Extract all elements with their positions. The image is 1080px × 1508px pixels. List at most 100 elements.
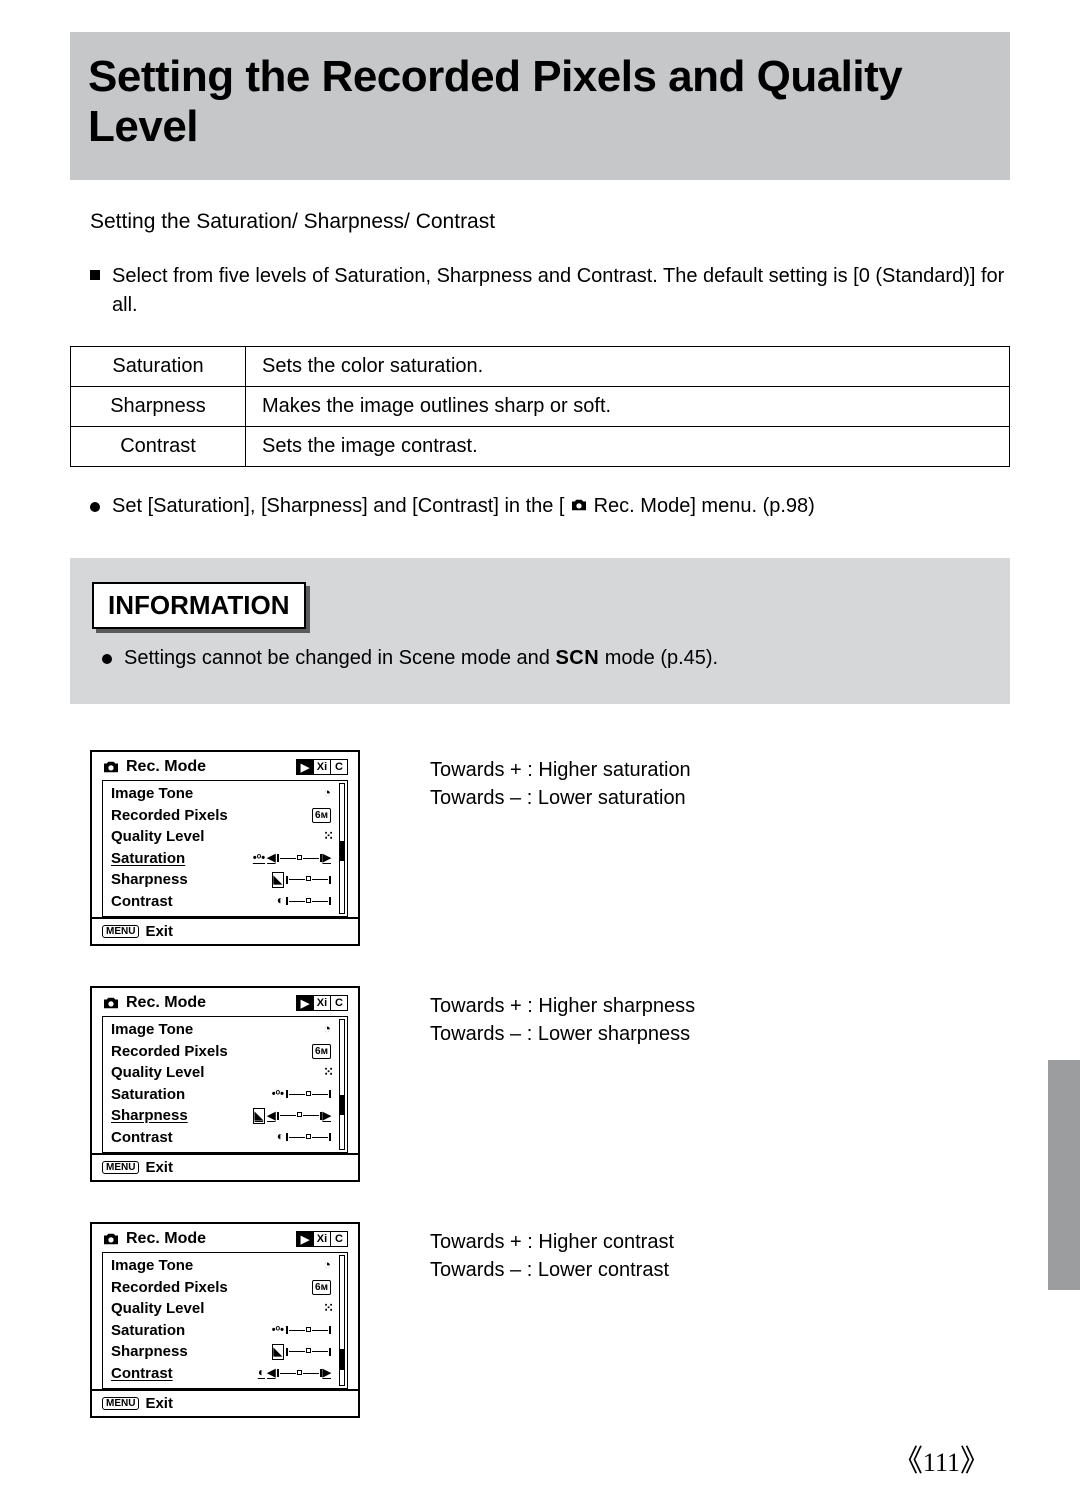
menu-item-label: Sharpness bbox=[111, 870, 188, 890]
menu-item-value: ◣ bbox=[272, 872, 331, 888]
exit-label: Exit bbox=[145, 1159, 173, 1176]
menu-item-label: Recorded Pixels bbox=[111, 1042, 228, 1062]
lcd-header: Rec. Mode bbox=[126, 1230, 206, 1248]
round-bullet-icon bbox=[90, 502, 100, 512]
screen-captions: Towards + : Higher contrastTowards – : L… bbox=[430, 1222, 674, 1284]
menu-item-value: •ᵒ• bbox=[272, 1323, 331, 1337]
menu-item-value: •ᵒ•◀▶ bbox=[253, 851, 331, 865]
camera-icon bbox=[102, 760, 120, 774]
menu-item: Image Tone ◔ bbox=[109, 1255, 341, 1277]
square-bullet-icon bbox=[90, 270, 100, 280]
instruction-line: Set [Saturation], [Sharpness] and [Contr… bbox=[90, 495, 1010, 518]
menu-badge: MENU bbox=[102, 1397, 139, 1410]
side-tab bbox=[1048, 1060, 1080, 1290]
menu-item-label: Quality Level bbox=[111, 1299, 204, 1319]
definition-label: Sharpness bbox=[71, 387, 246, 427]
menu-item: Image Tone ◔ bbox=[109, 1019, 341, 1041]
definition-label: Saturation bbox=[71, 347, 246, 387]
menu-item-label: Sharpness bbox=[111, 1106, 188, 1126]
menu-item-value: ⁙ bbox=[323, 1064, 331, 1081]
info-text-post: mode (p.45). bbox=[599, 647, 718, 669]
menu-item-value: ◔ bbox=[323, 1021, 331, 1038]
menu-item-value: ◣ bbox=[272, 1344, 331, 1360]
menu-item-value: 6ᴍ bbox=[312, 1280, 331, 1295]
menu-item-label: Contrast bbox=[111, 1364, 173, 1384]
menu-item: Saturation•ᵒ• bbox=[109, 1084, 341, 1106]
menu-item: Saturation •ᵒ• bbox=[109, 1320, 341, 1342]
scrollbar bbox=[339, 1255, 345, 1386]
menu-list: Image Tone ◔ Recorded Pixels 6ᴍ Quality Leve… bbox=[102, 1016, 348, 1153]
table-row: SharpnessMakes the image outlines sharp … bbox=[71, 387, 1010, 427]
caption-minus: Towards – : Lower contrast bbox=[430, 1256, 674, 1284]
menu-item: Contrast ◐ bbox=[109, 1127, 341, 1149]
menu-item-label: Recorded Pixels bbox=[111, 806, 228, 826]
camera-icon bbox=[102, 996, 120, 1010]
lcd-footer: MENUExit bbox=[90, 918, 360, 946]
menu-item: Quality Level ⁙ bbox=[109, 1298, 341, 1320]
menu-item-label: Sharpness bbox=[111, 1342, 188, 1362]
definitions-table: SaturationSets the color saturation.Shar… bbox=[70, 346, 1010, 467]
menu-item: Sharpness ◣ bbox=[109, 869, 341, 891]
menu-item-label: Image Tone bbox=[111, 1020, 193, 1040]
exit-label: Exit bbox=[145, 1395, 173, 1412]
menu-item: Image Tone◔ bbox=[109, 783, 341, 805]
menu-item-label: Saturation bbox=[111, 1321, 185, 1341]
menu-item-value: ◔ bbox=[323, 1257, 331, 1274]
definition-desc: Sets the image contrast. bbox=[246, 427, 1010, 467]
information-heading: INFORMATION bbox=[92, 582, 306, 629]
info-text-pre: Settings cannot be changed in Scene mode… bbox=[124, 647, 555, 669]
table-row: ContrastSets the image contrast. bbox=[71, 427, 1010, 467]
lcd-header: Rec. Mode bbox=[126, 758, 206, 776]
menu-badge: MENU bbox=[102, 925, 139, 938]
menu-item-label: Image Tone bbox=[111, 1256, 193, 1276]
menu-item-value: ⁙ bbox=[323, 828, 331, 845]
scn-label: SCN bbox=[555, 647, 599, 669]
intro-paragraph: Select from five levels of Saturation, S… bbox=[90, 262, 1010, 320]
intro-text: Select from five levels of Saturation, S… bbox=[112, 262, 1010, 320]
menu-item: Saturation•ᵒ•◀▶ bbox=[109, 848, 341, 870]
screen-row: Rec. Mode ▶XiC Image Tone ◔ Recorded Pixels 6… bbox=[90, 986, 1010, 1182]
menu-item-value: 6ᴍ bbox=[312, 1044, 331, 1059]
lcd-header: Rec. Mode bbox=[126, 994, 206, 1012]
scrollbar bbox=[339, 1019, 345, 1150]
lcd-screen: Rec. Mode ▶XiC Image Tone◔Recorded Pixels 6… bbox=[90, 750, 360, 946]
instruction-pre: Set [Saturation], [Sharpness] and [Contr… bbox=[112, 495, 564, 517]
lcd-tabs: ▶XiC bbox=[297, 759, 348, 775]
definition-desc: Makes the image outlines sharp or soft. bbox=[246, 387, 1010, 427]
definition-desc: Sets the color saturation. bbox=[246, 347, 1010, 387]
lcd-footer: MENUExit bbox=[90, 1154, 360, 1182]
menu-item-value: ⁙ bbox=[323, 1300, 331, 1317]
menu-item: Sharpness◣◀▶ bbox=[109, 1105, 341, 1127]
menu-item-label: Contrast bbox=[111, 1128, 173, 1148]
menu-item-value: ◐ bbox=[277, 1129, 331, 1145]
menu-item-label: Quality Level bbox=[111, 1063, 204, 1083]
caption-plus: Towards + : Higher sharpness bbox=[430, 992, 695, 1020]
round-bullet-icon bbox=[102, 654, 112, 664]
menu-item-label: Saturation bbox=[111, 1085, 185, 1105]
menu-item: Recorded Pixels 6ᴍ bbox=[109, 1041, 341, 1063]
menu-item-value: 6ᴍ bbox=[312, 808, 331, 823]
menu-item-value: ◐ bbox=[277, 893, 331, 909]
menu-item-label: Quality Level bbox=[111, 827, 204, 847]
information-box: INFORMATION Settings cannot be changed i… bbox=[70, 558, 1010, 704]
menu-item: Contrast ◐ bbox=[109, 891, 341, 913]
menu-item: Sharpness ◣ bbox=[109, 1341, 341, 1363]
screen-row: Rec. Mode▶XiCImage Tone◔Recorded Pixels6… bbox=[90, 1222, 1010, 1418]
page-title: Setting the Recorded Pixels and Quality … bbox=[88, 52, 992, 152]
page-number-value: 111 bbox=[923, 1448, 960, 1477]
menu-item: Quality Level ⁙ bbox=[109, 826, 341, 848]
menu-list: Image Tone ◔ Recorded Pixels 6ᴍ Quality Leve… bbox=[102, 1252, 348, 1389]
subtitle: Setting the Saturation/ Sharpness/ Contr… bbox=[90, 210, 1010, 234]
menu-item: Recorded Pixels 6ᴍ bbox=[109, 1277, 341, 1299]
camera-icon bbox=[570, 498, 588, 512]
menu-item: Contrast◐◀▶ bbox=[109, 1363, 341, 1385]
definition-label: Contrast bbox=[71, 427, 246, 467]
table-row: SaturationSets the color saturation. bbox=[71, 347, 1010, 387]
menu-item-label: Contrast bbox=[111, 892, 173, 912]
lcd-tabs: ▶XiC bbox=[297, 995, 348, 1011]
screen-captions: Towards + : Higher sharpnessTowards – : … bbox=[430, 986, 695, 1048]
title-band: Setting the Recorded Pixels and Quality … bbox=[70, 32, 1010, 180]
menu-item-label: Recorded Pixels bbox=[111, 1278, 228, 1298]
screen-captions: Towards + : Higher saturationTowards – :… bbox=[430, 750, 691, 812]
instruction-post: Rec. Mode] menu. (p.98) bbox=[588, 495, 815, 517]
